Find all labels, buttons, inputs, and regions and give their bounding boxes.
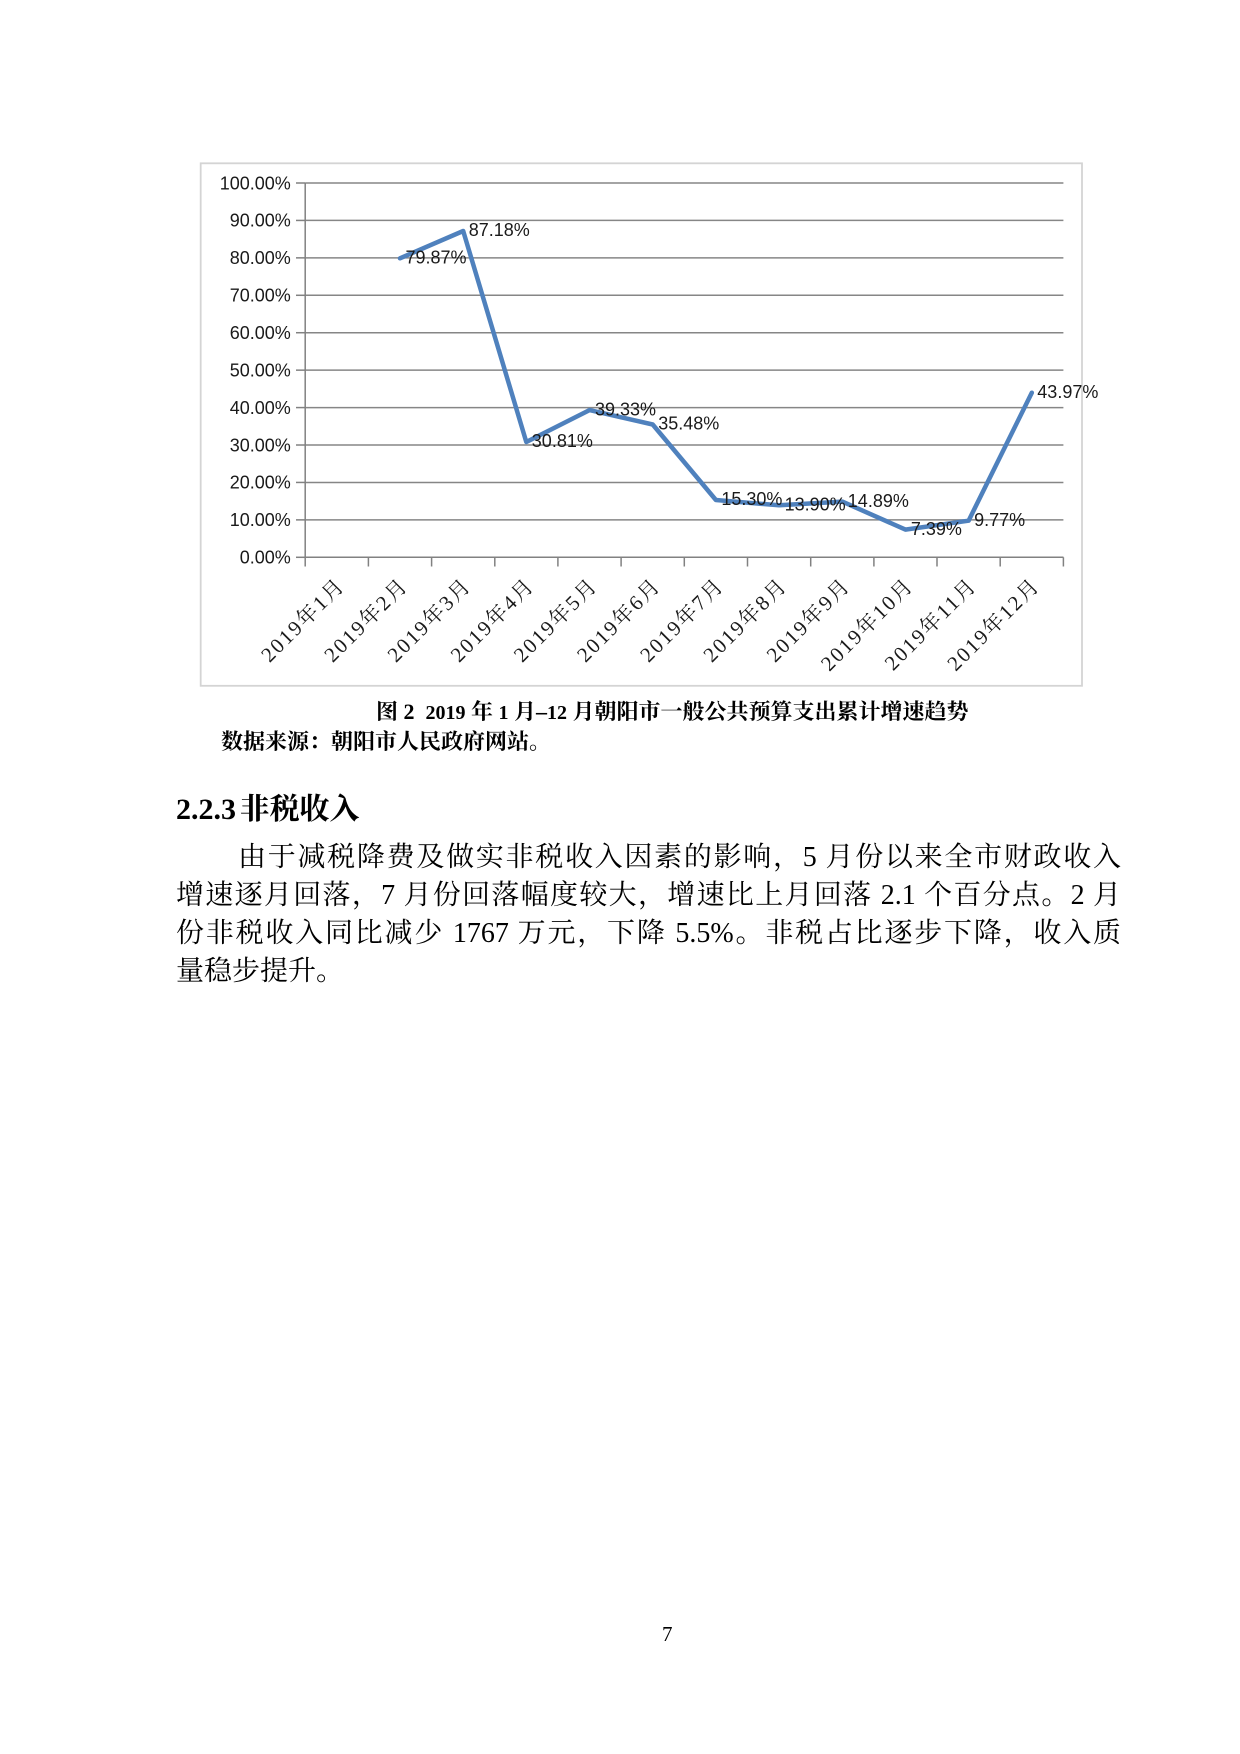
svg-text:30.00%: 30.00%: [230, 435, 291, 455]
svg-text:70.00%: 70.00%: [230, 286, 291, 306]
svg-text:80.00%: 80.00%: [230, 248, 291, 268]
svg-text:60.00%: 60.00%: [230, 323, 291, 343]
svg-text:0.00%: 0.00%: [240, 548, 291, 568]
svg-text:39.33%: 39.33%: [595, 399, 656, 419]
svg-text:10.00%: 10.00%: [230, 510, 291, 530]
svg-text:9.77%: 9.77%: [974, 510, 1025, 530]
svg-text:79.87%: 79.87%: [406, 248, 467, 268]
svg-text:30.81%: 30.81%: [532, 431, 593, 451]
svg-text:40.00%: 40.00%: [230, 398, 291, 418]
svg-text:90.00%: 90.00%: [230, 211, 291, 231]
svg-text:7.39%: 7.39%: [911, 519, 962, 539]
svg-text:87.18%: 87.18%: [469, 220, 530, 240]
svg-text:20.00%: 20.00%: [230, 473, 291, 493]
svg-text:35.48%: 35.48%: [658, 414, 719, 434]
svg-text:14.89%: 14.89%: [848, 491, 909, 511]
svg-text:43.97%: 43.97%: [1037, 382, 1098, 402]
svg-text:15.30%: 15.30%: [721, 489, 782, 509]
svg-text:50.00%: 50.00%: [230, 360, 291, 380]
svg-text:13.90%: 13.90%: [785, 495, 846, 515]
svg-text:100.00%: 100.00%: [220, 173, 291, 193]
